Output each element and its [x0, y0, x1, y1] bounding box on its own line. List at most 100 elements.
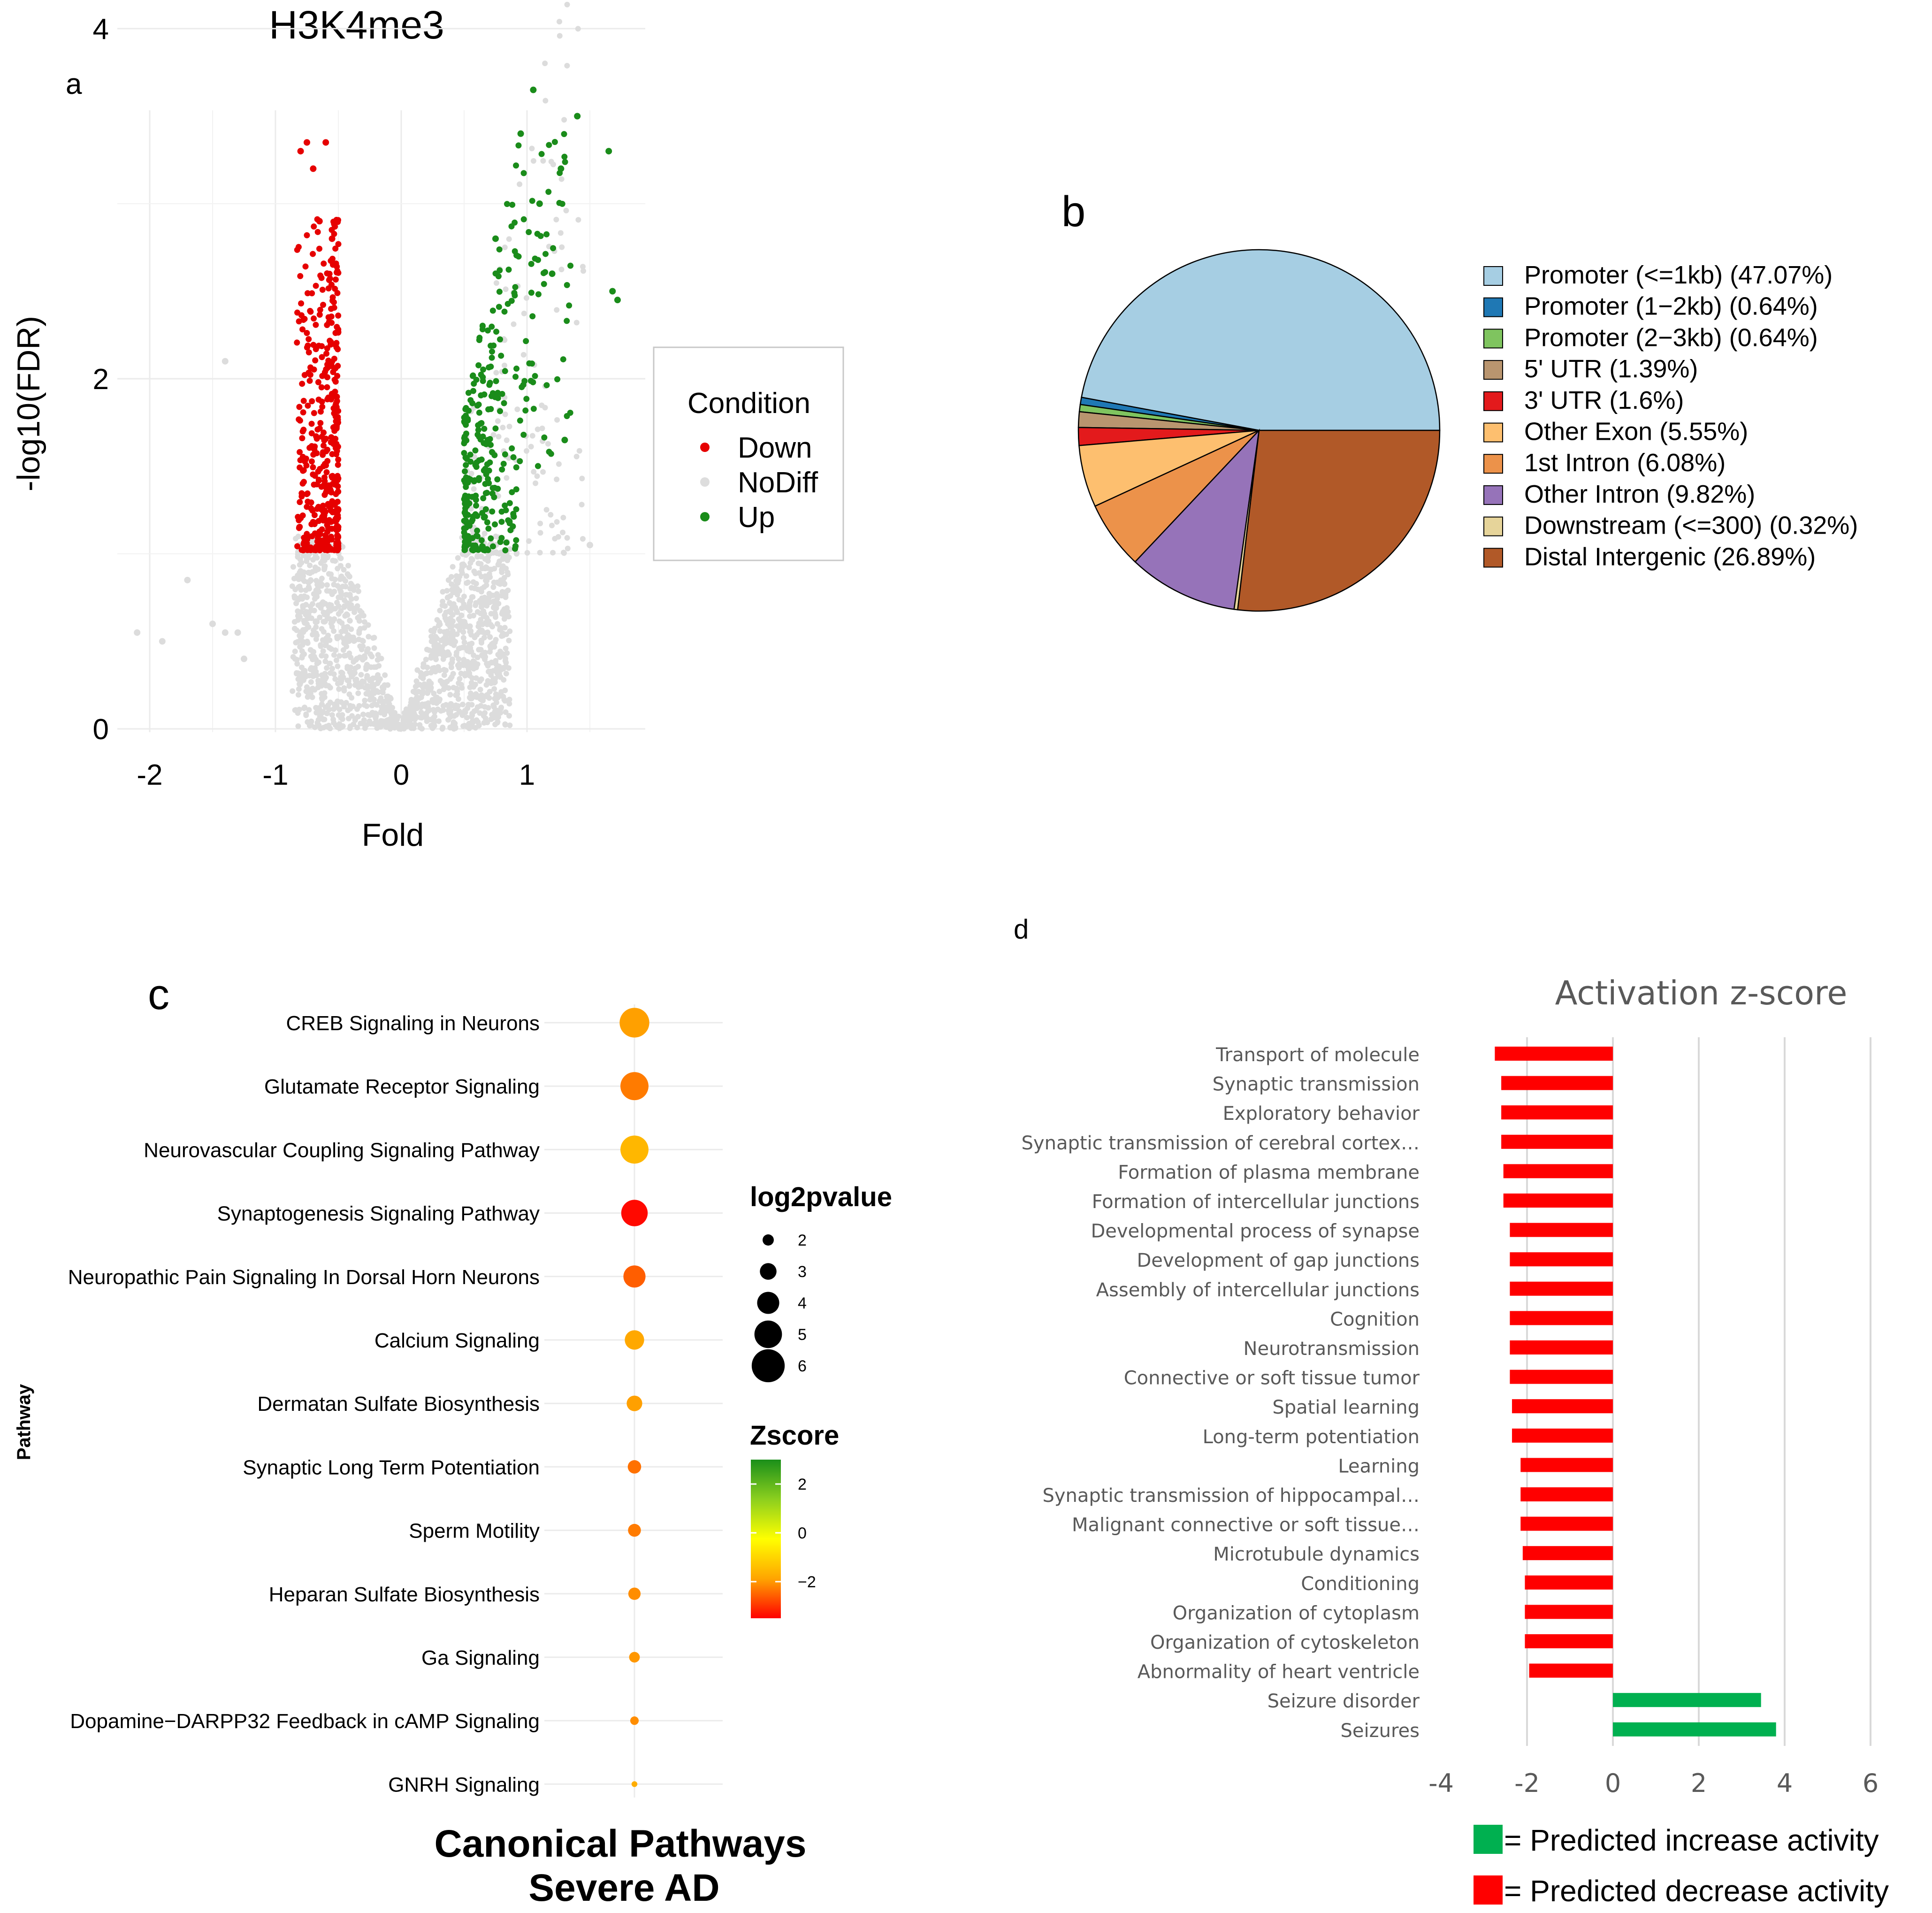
up-point: [496, 246, 503, 253]
nodiff-point: [317, 713, 323, 719]
activation-bar: [1501, 1105, 1613, 1120]
up-point: [484, 461, 490, 467]
nodiff-point: [440, 656, 446, 662]
nodiff-point: [355, 713, 361, 719]
nodiff-point: [540, 469, 546, 475]
nodiff-point: [507, 722, 513, 728]
nodiff-point: [336, 635, 342, 641]
up-point: [469, 400, 476, 406]
nodiff-point: [482, 650, 488, 656]
nodiff-point: [553, 216, 559, 222]
nodiff-point: [455, 555, 461, 561]
pathway-label: Synaptogenesis Signaling Pathway: [217, 1202, 540, 1225]
up-point: [530, 406, 537, 412]
up-point: [489, 348, 495, 355]
nodiff-point: [540, 158, 546, 164]
nodiff-point: [344, 624, 351, 630]
up-point: [529, 313, 536, 320]
nodiff-point: [295, 710, 301, 716]
nodiff-point: [467, 660, 473, 666]
up-point: [461, 450, 467, 456]
nodiff-point: [423, 657, 429, 663]
nodiff-point: [461, 639, 467, 645]
nodiff-point: [444, 588, 450, 594]
panel-b-pie-chart: b Promoter (<=1kb) (47.07%) Promoter (1−2…: [1061, 188, 1858, 612]
nodiff-point: [456, 597, 462, 603]
nodiff-point: [490, 584, 496, 590]
nodiff-point: [354, 725, 360, 731]
nodiff-point: [329, 666, 335, 672]
up-point: [479, 326, 486, 333]
up-point: [474, 431, 481, 438]
up-point: [546, 142, 552, 148]
down-point: [299, 435, 305, 442]
nodiff-point: [344, 612, 351, 618]
activation-bar: [1501, 1076, 1613, 1090]
activation-bar: [1510, 1252, 1613, 1267]
up-point: [484, 546, 490, 552]
down-point: [324, 538, 331, 545]
activation-bar: [1525, 1634, 1613, 1648]
nodiff-point: [327, 602, 333, 608]
nodiff-point: [355, 588, 361, 594]
nodiff-point: [491, 704, 497, 710]
pie-legend-label: Other Intron (9.82%): [1524, 480, 1755, 508]
pie-legend-swatch: [1483, 485, 1503, 505]
down-point: [335, 346, 341, 352]
down-point: [327, 486, 333, 492]
down-point: [325, 394, 332, 401]
up-point: [529, 198, 535, 204]
activation-x-tick: 0: [1605, 1768, 1621, 1798]
up-point: [465, 390, 472, 396]
nodiff-point: [500, 579, 506, 585]
down-point: [305, 402, 311, 409]
nodiff-point: [521, 310, 527, 316]
nodiff-point: [319, 626, 325, 632]
nodiff-point: [382, 672, 388, 678]
nodiff-point: [506, 423, 512, 429]
nodiff-point: [490, 605, 496, 611]
up-point: [506, 500, 513, 506]
nodiff-point: [379, 708, 385, 714]
activation-title: Activation z-score: [1555, 974, 1848, 1012]
up-point: [510, 454, 517, 460]
down-point: [332, 245, 339, 252]
nodiff-point: [322, 563, 328, 569]
nodiff-point: [371, 635, 377, 641]
down-point: [322, 509, 328, 515]
volcano-x-tick: -1: [262, 759, 288, 791]
activation-x-tick: 6: [1863, 1768, 1879, 1798]
nodiff-point: [542, 61, 548, 67]
up-point: [472, 462, 479, 468]
nodiff-point: [359, 646, 365, 652]
nodiff-point: [374, 688, 380, 694]
down-point: [299, 381, 305, 387]
up-point: [513, 365, 520, 372]
up-point: [473, 492, 479, 499]
nodiff-point: [291, 575, 297, 582]
down-point: [333, 260, 339, 267]
activation-category-label: Organization of cytoskeleton: [1150, 1632, 1420, 1653]
nodiff-point: [461, 658, 467, 665]
nodiff-point: [325, 632, 331, 638]
nodiff-point: [317, 614, 323, 620]
nodiff-point: [369, 685, 375, 691]
nodiff-point: [311, 669, 317, 675]
activation-bar: [1510, 1370, 1613, 1384]
nodiff-point: [436, 718, 442, 724]
nodiff-point: [338, 669, 344, 675]
nodiff-point: [498, 705, 504, 712]
zscore-legend: Zscore 2 0 −2: [750, 1420, 839, 1618]
nodiff-point: [500, 424, 506, 430]
volcano-points: [134, 1, 621, 732]
pathway-title: Canonical Pathways: [435, 1822, 807, 1865]
nodiff-point: [504, 650, 510, 656]
up-point: [614, 297, 621, 304]
nodiff-point: [441, 686, 447, 692]
up-point: [492, 425, 499, 432]
up-point: [541, 434, 548, 441]
down-point: [304, 504, 310, 510]
nodiff-point: [447, 692, 453, 698]
activation-category-label: Neurotransmission: [1244, 1338, 1420, 1360]
